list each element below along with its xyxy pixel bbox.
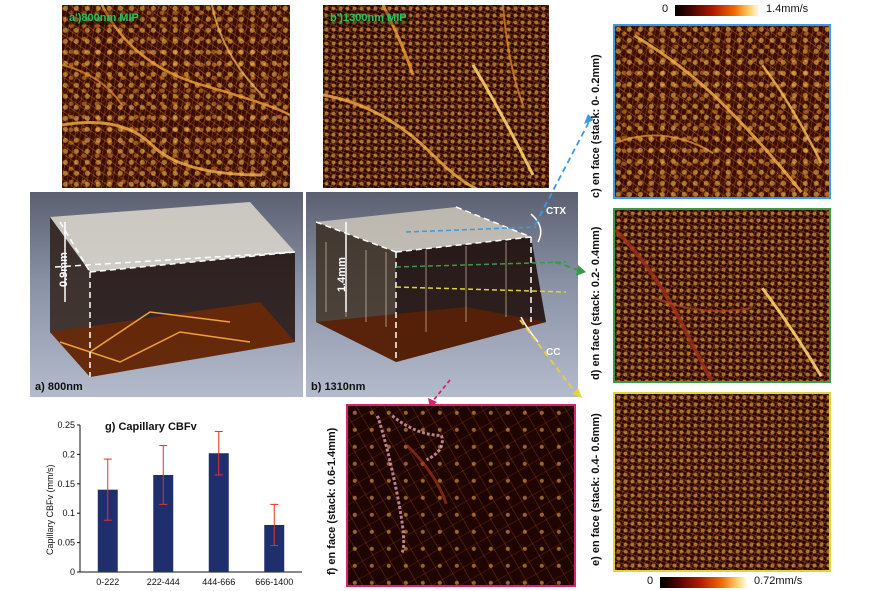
cc-label: CC (546, 347, 561, 358)
x-tick-label: 666-1400 (255, 577, 293, 587)
panel-c-label: c) en face (stack: 0- 0.2mm) (590, 54, 602, 198)
y-tick-label: 0 (70, 567, 75, 577)
bar-222-444 (153, 474, 174, 572)
ctx-label: CTX (546, 206, 566, 217)
panel-a-label: a) 800nm (35, 381, 83, 393)
panel-b-prime-mip-1300nm: b')1300nm MIP (323, 5, 549, 188)
y-tick-label: 0.2 (62, 449, 75, 459)
capillary-cbfv-chart: g) Capillary CBFv Capillary CBFv (mm/s) … (45, 420, 302, 587)
colorbar-top-max: 1.4mm/s (766, 3, 809, 15)
panel-b-depth-label: 1.4mm (336, 257, 348, 292)
panel-b-prime-label: b')1300nm MIP (327, 11, 410, 25)
colorbar-bottom-max: 0.72mm/s (754, 575, 803, 587)
vessel-overlay (615, 228, 823, 381)
vessel-overlay (62, 5, 290, 177)
x-tick-label: 444-666 (202, 577, 235, 587)
panel-b-3d-render-1310nm: 1.4mm CTX CC b) 1310nm (306, 192, 578, 397)
colorbar-bottom (660, 577, 748, 588)
vessel-overlay (615, 34, 823, 194)
panel-e-en-face (613, 392, 831, 572)
y-tick-label: 0.15 (57, 479, 75, 489)
panel-e-label: e) en face (stack: 0.4- 0.6mm) (590, 413, 602, 566)
panel-a-depth-label: 0.9mm (58, 252, 70, 287)
y-tick-label: 0.05 (57, 538, 75, 548)
chart-title: g) Capillary CBFv (105, 421, 198, 433)
panel-f-label: f) en face (stack: 0.6-1.4mm) (326, 427, 338, 575)
panel-d-label: d) en face (stack: 0.2- 0.4mm) (590, 226, 602, 380)
y-tick-label: 0.25 (57, 420, 75, 430)
panel-b-label: b) 1310nm (311, 381, 366, 393)
colorbar-bottom-min: 0 (647, 575, 654, 587)
bar-666-1400 (264, 524, 285, 572)
panel-a-3d-render-800nm: 0.9mm a) 800nm (30, 192, 303, 397)
bar-444-666 (208, 453, 229, 572)
panel-a-prime-label: a')800nm MIP (66, 11, 142, 25)
panel-c-en-face (613, 24, 831, 199)
plot-area: 0 0.05 0.1 0.15 0.2 0.25 0-222 222-444 444-666 66… (57, 420, 302, 587)
vessel-overlay (376, 414, 448, 554)
vessel-overlay (323, 5, 535, 188)
panel-f-en-face (346, 404, 576, 587)
colorbar-top-min: 0 (662, 3, 669, 15)
y-axis-label: Capillary CBFv (mm/s) (45, 464, 55, 555)
panel-a-prime-mip-800nm: a')800nm MIP (62, 5, 290, 188)
y-tick-label: 0.1 (62, 508, 75, 518)
x-tick-label: 0-222 (96, 577, 119, 587)
render-volume (50, 202, 296, 377)
colorbar-top (675, 5, 760, 16)
bar-0-222 (97, 489, 118, 572)
panel-d-en-face (613, 208, 831, 383)
render-volume (315, 206, 567, 362)
x-tick-label: 222-444 (147, 577, 180, 587)
